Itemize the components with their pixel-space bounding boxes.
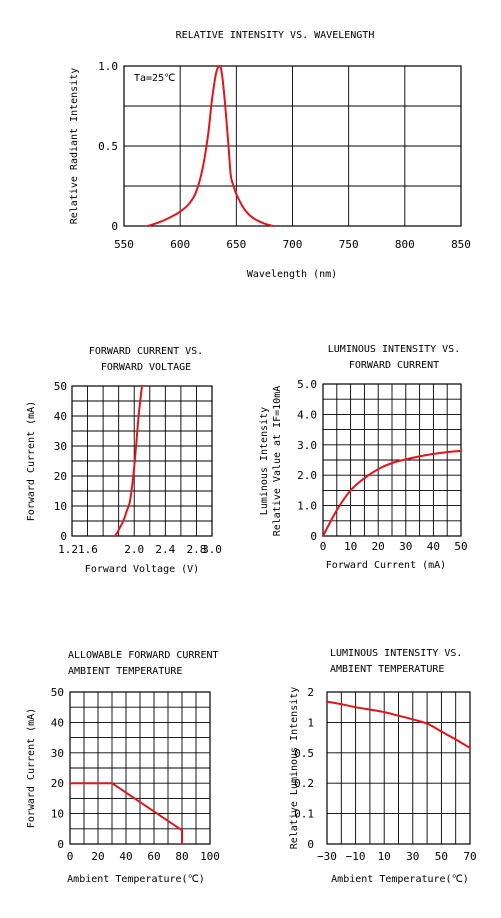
chart-title: FORWARD VOLTAGE — [101, 362, 191, 373]
y-tick-label: 1 — [307, 716, 314, 729]
chart-title: LUMINOUS INTENSITY VS. — [330, 648, 462, 659]
y-axis-label: Forward Current (mA) — [26, 401, 37, 521]
plot-frame — [123, 65, 462, 227]
x-tick-label: 850 — [451, 238, 471, 251]
y-axis-label: Relative Value at IF=10mA — [272, 386, 283, 537]
chart-title: ALLOWABLE FORWARD CURRENT — [68, 650, 219, 661]
x-tick-label: 10 — [344, 540, 357, 553]
x-tick-label: −30 — [317, 850, 337, 863]
y-tick-label: 30 — [54, 440, 67, 453]
series-line — [146, 64, 275, 227]
x-tick-label: 2.4 — [155, 543, 175, 556]
x-tick-label: 40 — [119, 850, 132, 863]
y-tick-label: 10 — [51, 808, 64, 821]
x-axis-label: Wavelength (nm) — [247, 269, 337, 280]
x-tick-label: 50 — [454, 540, 467, 553]
plot-frame — [322, 383, 462, 537]
chart-title: FORWARD CURRENT VS. — [89, 346, 203, 357]
x-tick-label: 800 — [395, 238, 415, 251]
y-tick-label: 0 — [60, 530, 67, 543]
chart-c1: RELATIVE INTENSITY VS. WAVELENGTH 550 600 6… — [69, 30, 471, 280]
x-tick-label: 650 — [226, 238, 246, 251]
x-tick-label: 70 — [463, 850, 476, 863]
x-tick-label: 100 — [200, 850, 220, 863]
x-tick-label: 2.8 — [187, 543, 207, 556]
x-tick-label: 0 — [320, 540, 327, 553]
x-tick-label: 1.21.6 — [58, 543, 98, 556]
y-axis-label: Forward Current (mA) — [26, 708, 37, 828]
y-tick-label: 5.0 — [297, 378, 317, 391]
y-tick-label: 0.5 — [294, 747, 314, 760]
x-tick-label: 750 — [339, 238, 359, 251]
y-tick-label: 40 — [54, 410, 67, 423]
series-line — [113, 385, 143, 537]
x-tick-label: 40 — [427, 540, 440, 553]
x-tick-label: 50 — [435, 850, 448, 863]
x-tick-label: 20 — [91, 850, 104, 863]
y-tick-label: 10 — [54, 500, 67, 513]
y-tick-label: 40 — [51, 716, 64, 729]
chart-title: AMBIENT TEMPERATURE — [330, 664, 444, 675]
x-tick-label: −10 — [346, 850, 366, 863]
x-tick-label: 80 — [175, 850, 188, 863]
y-axis-label: Relative Luminous Intensity — [289, 687, 300, 850]
series-line — [326, 700, 471, 749]
chart-c5: LUMINOUS INTENSITY VS. AMBIENT TEMPERATUR… — [289, 648, 477, 885]
y-axis-label: Luminous Intensity — [259, 407, 270, 515]
y-tick-label: 0 — [307, 838, 314, 851]
plot-frame — [326, 691, 471, 845]
y-tick-label: 0 — [111, 220, 118, 233]
y-tick-label: 2 — [307, 686, 314, 699]
x-tick-label: 700 — [283, 238, 303, 251]
y-tick-label: 2.0 — [297, 469, 317, 482]
x-tick-label: 550 — [114, 238, 134, 251]
y-tick-label: 1.0 — [297, 500, 317, 513]
series-line — [69, 782, 183, 845]
chart-title: FORWARD CURRENT — [349, 360, 439, 371]
x-axis-label: Forward Current (mA) — [326, 560, 446, 571]
chart-annotation: Ta=25℃ — [134, 73, 175, 84]
chart-title: LUMINOUS INTENSITY VS. — [328, 344, 460, 355]
chart-c4: ALLOWABLE FORWARD CURRENT AMBIENT TEMPERA… — [26, 650, 220, 885]
chart-c2: FORWARD CURRENT VS. FORWARD VOLTAGE 1.21.6… — [26, 346, 222, 575]
y-tick-label: 0 — [57, 838, 64, 851]
y-tick-label: 50 — [51, 686, 64, 699]
plot-frame — [69, 691, 211, 845]
x-tick-label: 3.0 — [202, 543, 222, 556]
y-tick-label: 1.0 — [98, 60, 118, 73]
x-axis-label: Ambient Temperature(℃) — [67, 874, 205, 885]
x-tick-label: 20 — [372, 540, 385, 553]
y-tick-label: 0 — [310, 530, 317, 543]
y-tick-label: 3.0 — [297, 439, 317, 452]
y-tick-label: 4.0 — [297, 408, 317, 421]
x-axis-label: Ambient Temperature(℃) — [331, 874, 469, 885]
x-tick-label: 600 — [170, 238, 190, 251]
x-tick-label: 2.0 — [124, 543, 144, 556]
series-line — [322, 449, 462, 537]
y-tick-label: 20 — [54, 470, 67, 483]
y-axis-label: Relative Radiant Intensity — [69, 68, 80, 225]
y-tick-label: 30 — [51, 747, 64, 760]
chart-title: AMBIENT TEMPERATURE — [68, 666, 182, 677]
y-tick-label: 0.2 — [294, 777, 314, 790]
x-tick-label: 30 — [399, 540, 412, 553]
y-tick-label: 20 — [51, 777, 64, 790]
y-tick-label: 50 — [54, 380, 67, 393]
chart-c3: LUMINOUS INTENSITY VS. FORWARD CURRENT 0 10… — [259, 344, 468, 571]
x-axis-label: Forward Voltage (V) — [85, 564, 199, 575]
chart-title: RELATIVE INTENSITY VS. WAVELENGTH — [176, 30, 375, 41]
y-tick-label: 0.5 — [98, 140, 118, 153]
y-tick-label: 0.1 — [294, 808, 314, 821]
x-tick-label: 30 — [406, 850, 419, 863]
x-tick-label: 60 — [147, 850, 160, 863]
x-tick-label: 10 — [378, 850, 391, 863]
x-tick-label: 0 — [67, 850, 74, 863]
